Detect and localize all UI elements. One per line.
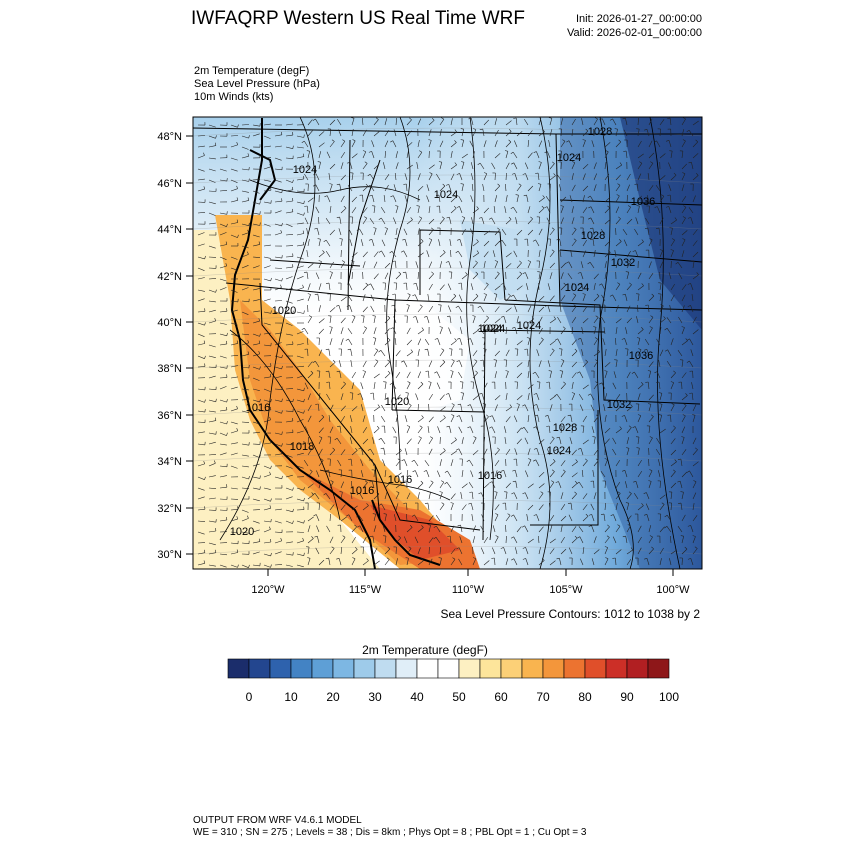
lat-tick-label: 38°N: [157, 363, 182, 375]
state-borders: [193, 127, 702, 541]
colorbar-label: 30: [368, 690, 382, 704]
colorbar-swatch: [269, 658, 292, 679]
colorbar-swatch: [563, 658, 586, 679]
contour-label: 1024: [517, 320, 541, 332]
contour-label: 1028: [553, 422, 577, 434]
colorbar-swatch: [437, 658, 460, 679]
lon-tick-label: 115°W: [349, 584, 382, 596]
colorbar-label: 0: [246, 690, 253, 704]
map-plot-area: [193, 117, 702, 569]
colorbar-label: 10: [284, 690, 298, 704]
contour-label: 1018: [290, 441, 314, 453]
contour-label: 1016: [350, 485, 374, 497]
lat-tick-label: 32°N: [157, 503, 182, 515]
colorbar-swatch: [290, 658, 313, 679]
colorbar-label: 40: [410, 690, 424, 704]
colorbar-swatch: [458, 658, 481, 679]
field-label-temperature: 2m Temperature (degF): [194, 65, 310, 77]
colorbar-swatch: [542, 658, 565, 679]
valid-time: Valid: 2026-02-01_00:00:00: [567, 27, 702, 39]
colorbar-label: 70: [536, 690, 550, 704]
colorbar-swatch: [416, 658, 439, 679]
lat-tick-label: 46°N: [157, 178, 182, 190]
contour-label: 1036: [629, 350, 653, 362]
contour-label: 1024: [565, 282, 589, 294]
lat-tick-label: 36°N: [157, 410, 182, 422]
colorbar-swatch: [626, 658, 649, 679]
latitude-axis: 48°N 46°N 44°N 42°N 40°N 38°N 36°N 34°N 32°N 30°N: [157, 131, 193, 561]
contour-label: 1016: [478, 470, 502, 482]
model-config-line: WE = 310 ; SN = 275 ; Levels = 38 ; Dis …: [193, 827, 587, 838]
wind-barbs: [197, 117, 699, 568]
lat-tick-label: 34°N: [157, 456, 182, 468]
colorbar-title: 2m Temperature (degF): [362, 643, 488, 657]
field-label-winds: 10m Winds (kts): [194, 91, 274, 103]
colorbar-label: 50: [452, 690, 466, 704]
map-frame: [192, 116, 703, 570]
contour-label: 1028: [588, 126, 612, 138]
init-time: Init: 2026-01-27_00:00:00: [576, 13, 702, 25]
contour-labels: 1028 1024 1024 1024 1036 1028 1032 1024 1024 1020…: [230, 126, 655, 538]
colorbar-swatch: [521, 658, 544, 679]
contour-label: 1024: [481, 323, 505, 335]
contour-label: 1024: [547, 445, 571, 457]
colorbar-label: 90: [620, 690, 634, 704]
colorbar-swatch: [227, 658, 250, 679]
colorbar-swatch: [374, 658, 397, 679]
contour-label: 1016: [246, 402, 270, 414]
contour-label: 1032: [611, 257, 635, 269]
lon-tick-label: 105°W: [549, 584, 583, 596]
lat-tick-label: 48°N: [157, 131, 182, 143]
lon-tick-label: 110°W: [452, 584, 485, 596]
contour-note: Sea Level Pressure Contours: 1012 to 103…: [440, 607, 701, 621]
colorbar-label: 80: [578, 690, 592, 704]
contour-label: 1024: [478, 323, 502, 335]
lon-tick-label: 100°W: [656, 584, 690, 596]
colorbar-swatch: [248, 658, 271, 679]
longitude-axis: 120°W 115°W 110°W 105°W 100°W: [251, 569, 690, 596]
lat-tick-label: 44°N: [157, 224, 182, 236]
contour-label: 1024: [557, 152, 581, 164]
contour-label: 1020: [385, 396, 409, 408]
colorbar-label: 60: [494, 690, 508, 704]
colorbar-swatch: [479, 658, 502, 679]
contour-label: 1016: [388, 474, 412, 486]
contour-label: 1036: [631, 196, 655, 208]
colorbar-swatch: [353, 658, 376, 679]
lat-tick-label: 42°N: [157, 271, 182, 283]
temperature-colorbar: 0 10 20 30 40 50 60 70 80 90 100: [227, 658, 679, 704]
contour-label: 1028: [581, 230, 605, 242]
contour-label: 1020: [230, 526, 254, 538]
colorbar-swatch: [500, 658, 523, 679]
colorbar-swatch: [332, 658, 355, 679]
contour-label: 1024: [434, 189, 458, 201]
colorbar-swatch: [311, 658, 334, 679]
colorbar-swatch: [605, 658, 628, 679]
colorbar-swatch: [584, 658, 607, 679]
field-label-pressure: Sea Level Pressure (hPa): [194, 78, 320, 90]
contour-label: 1024: [293, 164, 317, 176]
colorbar-label: 20: [326, 690, 340, 704]
lat-tick-label: 40°N: [157, 317, 182, 329]
lat-tick-label: 30°N: [157, 549, 182, 561]
lon-tick-label: 120°W: [251, 584, 285, 596]
model-output-line: OUTPUT FROM WRF V4.6.1 MODEL: [193, 815, 362, 826]
colorbar-swatch: [395, 658, 418, 679]
california-warm-region: [215, 215, 470, 569]
contour-label: 1020: [272, 305, 296, 317]
map-title: IWFAQRP Western US Real Time WRF: [191, 8, 525, 29]
colorbar-swatch: [647, 658, 670, 679]
colorbar-label: 100: [659, 690, 679, 704]
contour-label: 1032: [607, 399, 631, 411]
